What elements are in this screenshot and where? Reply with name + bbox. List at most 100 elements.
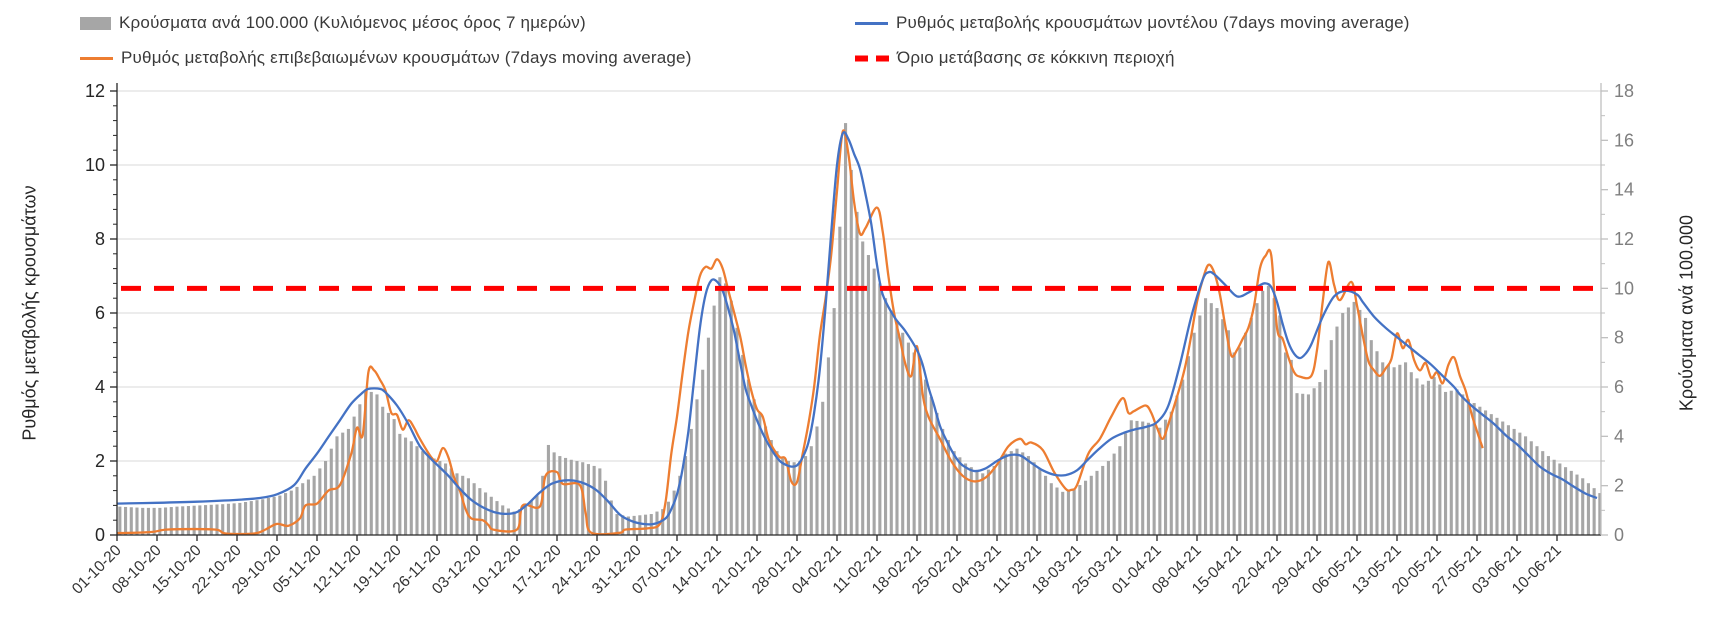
- bar: [375, 394, 379, 535]
- bar: [735, 327, 739, 535]
- bar: [152, 507, 156, 535]
- bar: [1009, 451, 1013, 535]
- bar: [404, 437, 408, 535]
- bar: [1175, 395, 1179, 535]
- right-axis-tick-label: 18: [1614, 81, 1634, 101]
- bar: [1078, 485, 1082, 535]
- bar: [329, 448, 333, 535]
- bar: [729, 300, 733, 535]
- bar: [1558, 463, 1562, 535]
- bar: [952, 451, 956, 535]
- bar: [901, 332, 905, 535]
- bar: [964, 463, 968, 535]
- bar: [124, 506, 128, 535]
- bar: [849, 169, 853, 535]
- bar: [135, 507, 139, 535]
- bar: [832, 308, 836, 535]
- bar: [289, 490, 293, 535]
- bar: [1535, 446, 1539, 535]
- bar: [586, 464, 590, 535]
- bar: [998, 459, 1002, 535]
- bar: [918, 362, 922, 535]
- right-axis-tick-label: 14: [1614, 180, 1634, 200]
- bar: [541, 475, 545, 535]
- bar: [1455, 389, 1459, 535]
- bar: [1466, 399, 1470, 535]
- bar: [706, 337, 710, 535]
- bar: [1232, 352, 1236, 535]
- right-axis-tick-label: 10: [1614, 278, 1634, 298]
- bar: [672, 490, 676, 535]
- bar: [1146, 422, 1150, 535]
- bar: [798, 461, 802, 535]
- bar: [238, 502, 242, 535]
- bar: [809, 446, 813, 535]
- bar: [455, 473, 459, 535]
- bar: [392, 419, 396, 535]
- bar: [821, 401, 825, 535]
- bar: [1592, 488, 1596, 535]
- bar: [604, 480, 608, 535]
- bar: [1061, 491, 1065, 535]
- bar: [1015, 448, 1019, 535]
- legend-item-cases-per-100k: Κρούσματα ανά 100.000 (Κυλιόμενος μέσος …: [80, 13, 586, 33]
- bar: [684, 456, 688, 535]
- bar: [941, 428, 945, 535]
- bar: [1244, 332, 1248, 535]
- bar: [484, 492, 488, 535]
- bar: [1489, 414, 1493, 535]
- bar: [1032, 462, 1036, 535]
- bar: [946, 440, 950, 535]
- left-axis-tick-label: 8: [95, 229, 105, 249]
- bar: [912, 352, 916, 535]
- bar: [1255, 303, 1259, 535]
- bar: [501, 505, 505, 535]
- bar: [884, 298, 888, 535]
- left-axis-tick-label: 2: [95, 451, 105, 471]
- bar: [1598, 493, 1602, 535]
- bar: [1306, 394, 1310, 535]
- bar: [1272, 298, 1276, 535]
- bar: [746, 379, 750, 535]
- bar: [1546, 456, 1550, 535]
- left-axis-tick-label: 6: [95, 303, 105, 323]
- bar: [1295, 393, 1299, 535]
- bar: [306, 479, 310, 535]
- bar: [369, 391, 373, 535]
- bar: [1415, 378, 1419, 535]
- bar: [678, 475, 682, 535]
- bar: [615, 514, 619, 535]
- bar: [1249, 317, 1253, 535]
- right-axis-tick-label: 6: [1614, 377, 1624, 397]
- bar: [935, 412, 939, 535]
- bar: [1518, 432, 1522, 535]
- bar: [1072, 489, 1076, 535]
- bar: [1284, 352, 1288, 535]
- bar: [1484, 410, 1488, 535]
- bar: [1506, 425, 1510, 535]
- bar: [438, 461, 442, 535]
- line-confirmed-rate: [116, 129, 1484, 536]
- bar: [895, 322, 899, 535]
- bar: [1198, 315, 1202, 535]
- bar: [781, 458, 785, 535]
- bar: [335, 436, 339, 535]
- bar: [198, 505, 202, 535]
- bar: [1049, 483, 1053, 535]
- bar: [1461, 394, 1465, 535]
- bar: [261, 499, 265, 535]
- bar: [524, 506, 528, 535]
- bar: [512, 511, 516, 535]
- bar: [444, 463, 448, 535]
- bar: [421, 451, 425, 535]
- bar: [1586, 483, 1590, 535]
- bar: [1569, 470, 1573, 535]
- bar: [415, 446, 419, 535]
- bar: [826, 357, 830, 535]
- bar: [569, 459, 573, 535]
- bar: [758, 412, 762, 535]
- bar: [1289, 359, 1293, 535]
- red-dashed-swatch-icon: [855, 55, 889, 61]
- bar: [232, 503, 236, 535]
